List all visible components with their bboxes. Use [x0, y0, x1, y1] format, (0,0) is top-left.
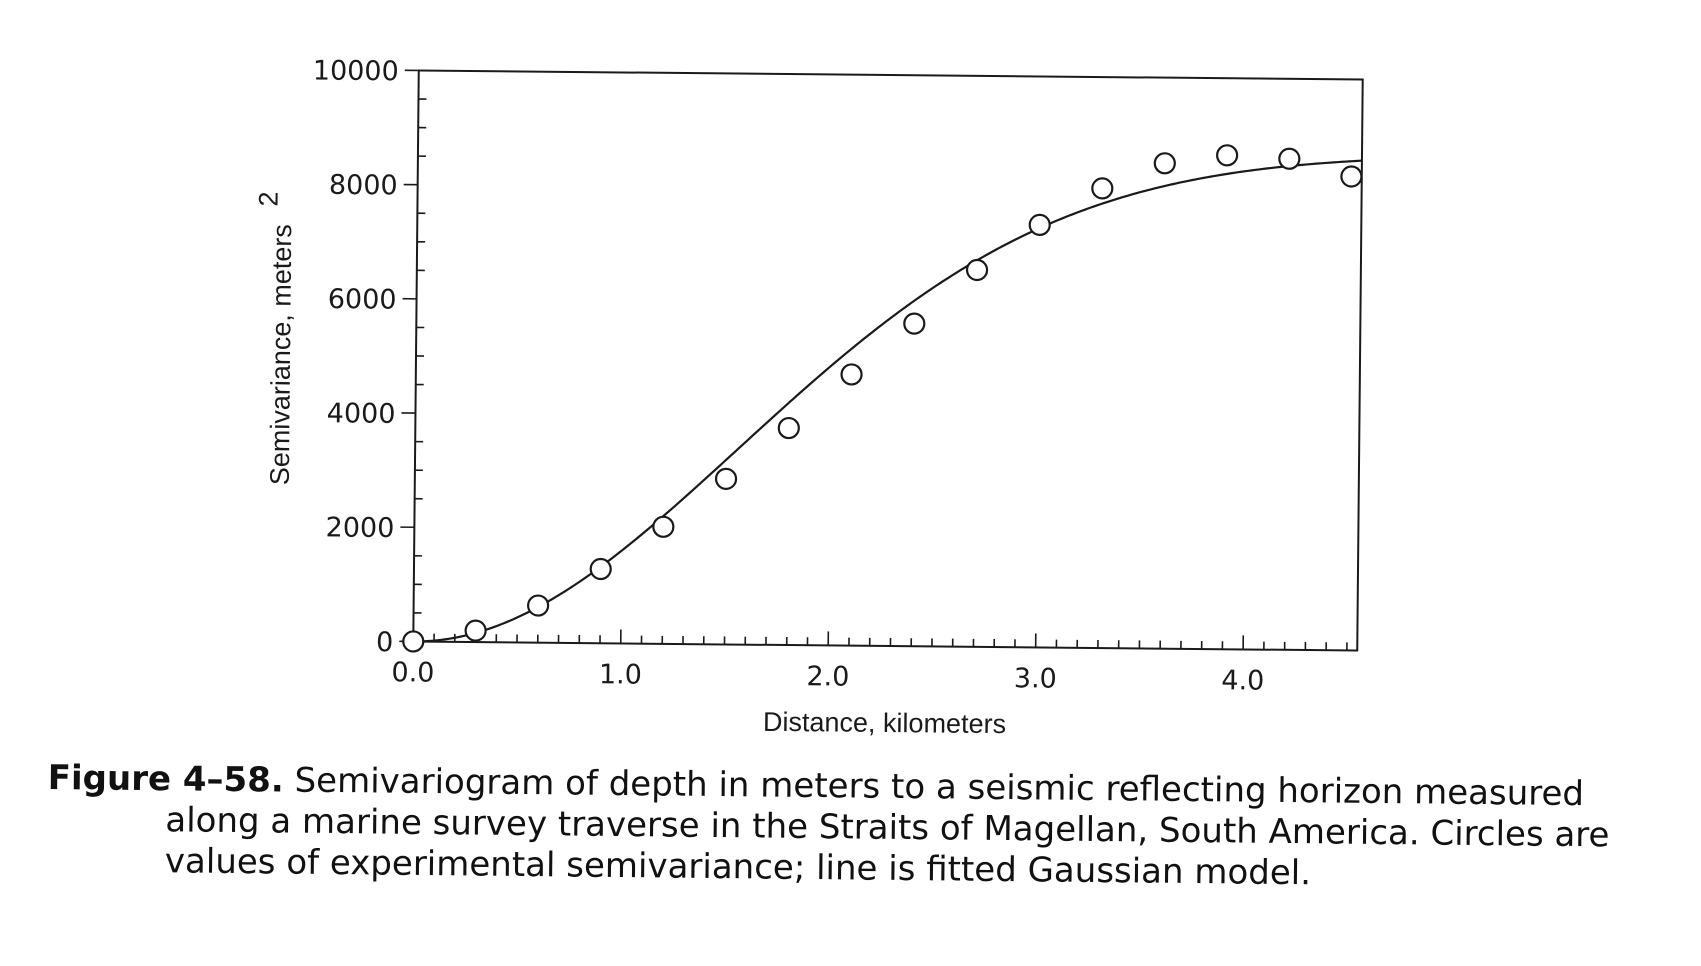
x-tick-label: 2.0 [806, 661, 849, 692]
data-point [527, 594, 550, 617]
x-tick-label: 1.0 [599, 659, 642, 690]
data-point [1216, 144, 1239, 167]
x-axis-title: Distance, kilometers [763, 707, 1006, 739]
figure-caption: Figure 4–58. Semivariogram of depth in m… [47, 758, 1628, 898]
figure-label: Figure 4–58. [47, 758, 284, 801]
gaussian-model-line [413, 159, 1362, 643]
data-point [965, 258, 989, 282]
y-axis-title-group: Semivariance, meters 2 [253, 191, 298, 485]
y-tick-label: 2000 [325, 512, 394, 544]
data-point [777, 416, 800, 440]
data-point [652, 515, 675, 538]
y-tick-label: 4000 [327, 398, 396, 430]
plot-area: 0.0 1.0 2.0 3.0 4.0 0 2000 4000 6000 8000 10000 Dis… [253, 55, 1364, 739]
data-point [840, 363, 863, 386]
data-point [903, 312, 926, 335]
x-tick-label: 4.0 [1221, 665, 1264, 696]
data-point [1153, 152, 1176, 175]
y-tick-label: 8000 [329, 170, 398, 202]
data-point [1028, 213, 1051, 237]
y-axis-title: Semivariance, meters [265, 224, 298, 485]
data-point [1278, 147, 1301, 170]
y-axis-title-superscript: 2 [253, 191, 283, 206]
y-tick-label: 6000 [328, 284, 397, 316]
data-point [1340, 165, 1363, 188]
data-point [714, 467, 738, 490]
y-tick-label: 0 [376, 627, 393, 658]
y-tick-label: 10000 [313, 55, 399, 87]
data-point [1091, 177, 1114, 200]
data-point [402, 630, 425, 653]
data-point [464, 619, 487, 642]
x-tick-label: 0.0 [391, 657, 434, 688]
data-point [589, 557, 612, 581]
semivariogram-chart: 0.0 1.0 2.0 3.0 4.0 0 2000 4000 6000 8000 10000 Dis… [253, 55, 1364, 739]
x-tick-label: 3.0 [1014, 663, 1057, 694]
